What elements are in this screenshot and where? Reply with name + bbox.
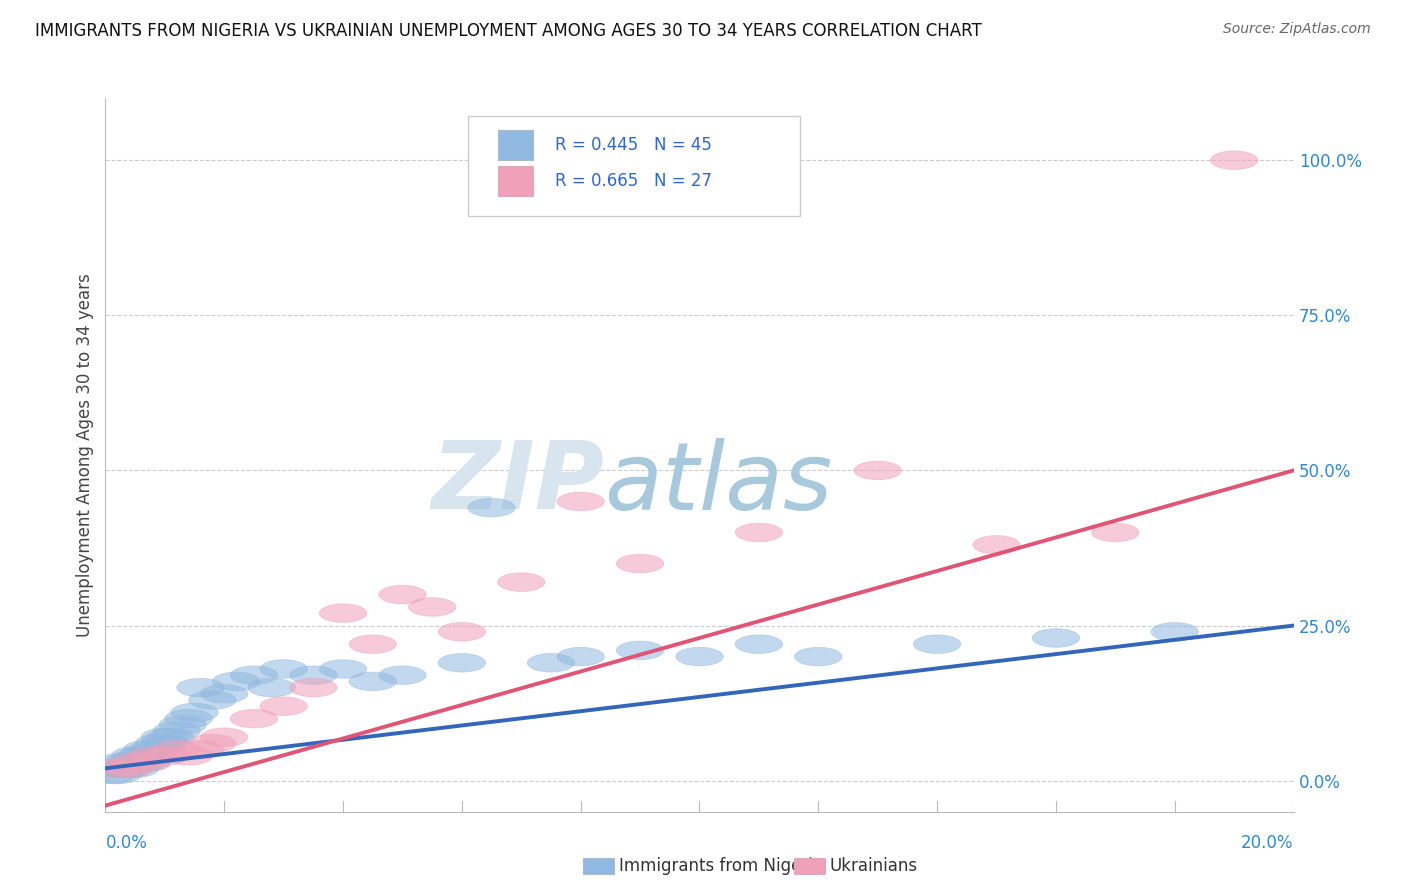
Ellipse shape <box>527 654 575 672</box>
Ellipse shape <box>349 672 396 690</box>
Ellipse shape <box>439 654 485 672</box>
Ellipse shape <box>159 715 207 734</box>
Ellipse shape <box>319 660 367 678</box>
Ellipse shape <box>148 728 194 747</box>
Ellipse shape <box>177 678 225 697</box>
Ellipse shape <box>111 759 159 778</box>
Ellipse shape <box>129 747 177 765</box>
Ellipse shape <box>124 753 170 772</box>
Ellipse shape <box>153 722 201 740</box>
Ellipse shape <box>231 666 278 684</box>
FancyBboxPatch shape <box>498 130 533 161</box>
FancyBboxPatch shape <box>468 116 800 216</box>
Ellipse shape <box>117 753 165 772</box>
Ellipse shape <box>378 585 426 604</box>
Ellipse shape <box>378 666 426 684</box>
Ellipse shape <box>1091 524 1139 541</box>
Ellipse shape <box>165 747 212 765</box>
Ellipse shape <box>794 648 842 666</box>
Y-axis label: Unemployment Among Ages 30 to 34 years: Unemployment Among Ages 30 to 34 years <box>76 273 94 637</box>
Ellipse shape <box>212 672 260 690</box>
Text: R = 0.445   N = 45: R = 0.445 N = 45 <box>554 136 711 154</box>
Ellipse shape <box>1152 623 1198 641</box>
Ellipse shape <box>141 728 188 747</box>
Ellipse shape <box>94 759 141 778</box>
Ellipse shape <box>735 524 783 541</box>
Ellipse shape <box>1032 629 1080 648</box>
Ellipse shape <box>290 678 337 697</box>
Ellipse shape <box>129 747 177 765</box>
Ellipse shape <box>124 740 170 759</box>
Ellipse shape <box>853 461 901 480</box>
Ellipse shape <box>973 535 1021 554</box>
Ellipse shape <box>100 759 148 778</box>
Ellipse shape <box>557 648 605 666</box>
Ellipse shape <box>616 641 664 660</box>
Ellipse shape <box>188 734 236 753</box>
Ellipse shape <box>468 499 516 517</box>
Text: atlas: atlas <box>605 438 832 529</box>
Ellipse shape <box>439 623 485 641</box>
Ellipse shape <box>1211 151 1258 169</box>
Ellipse shape <box>260 660 308 678</box>
Ellipse shape <box>141 734 188 753</box>
Text: 20.0%: 20.0% <box>1241 834 1294 852</box>
Ellipse shape <box>111 747 159 765</box>
Ellipse shape <box>153 740 201 759</box>
Ellipse shape <box>408 598 456 616</box>
Text: Ukrainians: Ukrainians <box>830 857 918 875</box>
Ellipse shape <box>201 684 247 703</box>
Ellipse shape <box>260 697 308 715</box>
Text: Immigrants from Nigeria: Immigrants from Nigeria <box>619 857 823 875</box>
Ellipse shape <box>129 740 177 759</box>
Ellipse shape <box>498 573 546 591</box>
Text: ZIP: ZIP <box>432 437 605 530</box>
Ellipse shape <box>349 635 396 654</box>
Ellipse shape <box>319 604 367 623</box>
Text: IMMIGRANTS FROM NIGERIA VS UKRAINIAN UNEMPLOYMENT AMONG AGES 30 TO 34 YEARS CORR: IMMIGRANTS FROM NIGERIA VS UKRAINIAN UNE… <box>35 22 981 40</box>
Ellipse shape <box>105 753 153 772</box>
Ellipse shape <box>105 759 153 778</box>
Ellipse shape <box>201 728 247 747</box>
Ellipse shape <box>188 690 236 709</box>
Ellipse shape <box>616 554 664 573</box>
Ellipse shape <box>735 635 783 654</box>
Ellipse shape <box>290 666 337 684</box>
Ellipse shape <box>100 753 148 772</box>
Ellipse shape <box>914 635 960 654</box>
Ellipse shape <box>141 747 188 765</box>
Ellipse shape <box>94 765 141 784</box>
Ellipse shape <box>111 753 159 772</box>
Text: R = 0.665   N = 27: R = 0.665 N = 27 <box>554 172 711 190</box>
Ellipse shape <box>105 759 153 778</box>
Ellipse shape <box>177 740 225 759</box>
Ellipse shape <box>676 648 723 666</box>
Ellipse shape <box>87 765 135 784</box>
Ellipse shape <box>165 709 212 728</box>
Ellipse shape <box>135 734 183 753</box>
Ellipse shape <box>124 753 170 772</box>
Ellipse shape <box>94 759 141 778</box>
Text: 0.0%: 0.0% <box>105 834 148 852</box>
Ellipse shape <box>231 709 278 728</box>
Ellipse shape <box>170 703 218 722</box>
FancyBboxPatch shape <box>498 166 533 196</box>
Ellipse shape <box>247 678 295 697</box>
Text: Source: ZipAtlas.com: Source: ZipAtlas.com <box>1223 22 1371 37</box>
Ellipse shape <box>557 492 605 511</box>
Ellipse shape <box>117 747 165 765</box>
